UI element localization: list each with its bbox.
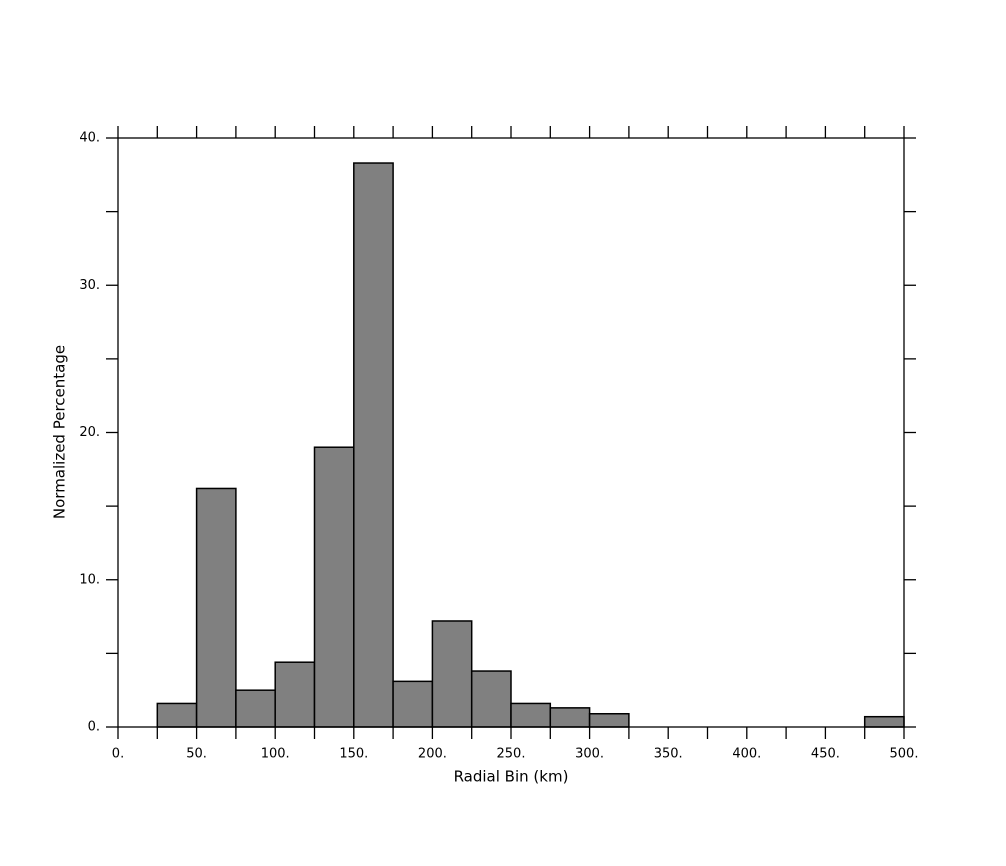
x-tick-label: 500.: [890, 747, 919, 762]
x-tick-label: 100.: [261, 747, 290, 762]
bar: [235, 689, 276, 728]
y-axis-title: Normalized Percentage: [51, 345, 69, 519]
bar: [549, 707, 591, 728]
y-tick-label: 40.: [79, 131, 100, 146]
x-tick-label: 450.: [811, 747, 840, 762]
y-tick-label: 20.: [79, 425, 100, 440]
bar: [353, 162, 394, 728]
x-tick-label: 0.: [112, 747, 124, 762]
x-tick-label: 50.: [186, 747, 207, 762]
x-axis-title: Radial Bin (km): [454, 768, 569, 786]
y-tick-label: 10.: [79, 572, 100, 587]
x-tick-label: 150.: [339, 747, 368, 762]
bar: [431, 620, 473, 728]
x-tick-label: 250.: [497, 747, 526, 762]
x-tick-label: 350.: [654, 747, 683, 762]
bar: [156, 702, 198, 728]
y-tick-label: 30.: [79, 278, 100, 293]
bar: [588, 712, 630, 728]
bar: [510, 702, 552, 728]
x-tick-label: 300.: [575, 747, 604, 762]
bar: [274, 661, 316, 728]
x-tick-label: 400.: [732, 747, 761, 762]
bar: [392, 680, 434, 728]
y-tick-label: 0.: [88, 720, 100, 735]
bar: [195, 487, 237, 728]
bar: [470, 670, 512, 728]
x-tick-label: 200.: [418, 747, 447, 762]
bar: [313, 446, 355, 728]
bar: [863, 715, 905, 728]
